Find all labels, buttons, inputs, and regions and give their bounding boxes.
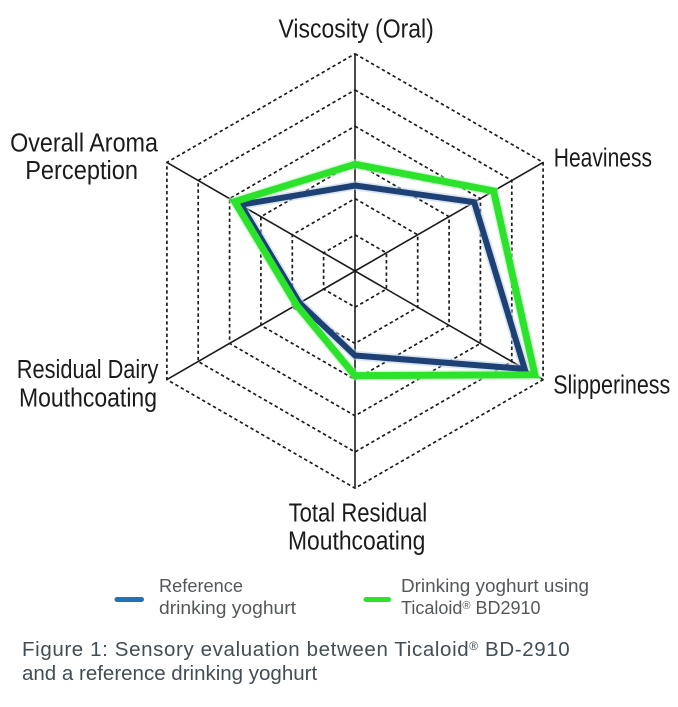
svg-text:Perception: Perception — [25, 157, 138, 185]
svg-text:Overall Aroma: Overall Aroma — [10, 129, 159, 157]
svg-text:and a reference drinking yoghu: and a reference drinking yoghurt — [22, 662, 317, 685]
svg-text:Reference: Reference — [159, 576, 243, 596]
svg-text:Total Residual: Total Residual — [289, 500, 428, 528]
svg-text:Figure 1: Sensory evaluation b: Figure 1: Sensory evaluation between Tic… — [22, 638, 570, 661]
svg-text:Mouthcoating: Mouthcoating — [288, 527, 425, 555]
svg-text:Viscosity (Oral): Viscosity (Oral) — [279, 16, 434, 44]
svg-text:drinking yoghurt: drinking yoghurt — [159, 598, 296, 618]
svg-text:Slipperiness: Slipperiness — [553, 371, 670, 399]
svg-text:Mouthcoating: Mouthcoating — [19, 385, 157, 413]
svg-text:Ticaloid® BD2910: Ticaloid® BD2910 — [401, 598, 541, 618]
svg-text:Heaviness: Heaviness — [554, 144, 652, 172]
svg-text:Residual Dairy: Residual Dairy — [17, 356, 159, 384]
svg-text:Drinking yoghurt using: Drinking yoghurt using — [401, 576, 589, 596]
